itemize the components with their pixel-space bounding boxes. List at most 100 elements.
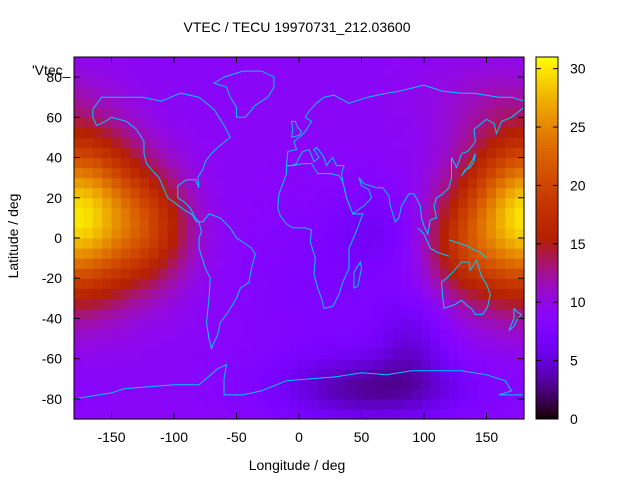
heat-cell (149, 207, 159, 219)
heat-cell (486, 137, 497, 149)
heat-cell (345, 408, 356, 420)
colorbar-step (536, 241, 558, 245)
heat-cell (495, 398, 506, 410)
heat-cell (364, 137, 375, 149)
heat-cell (449, 167, 459, 179)
heat-cell (299, 358, 309, 370)
heat-cell (327, 248, 338, 259)
colorbar-step (536, 174, 558, 179)
heat-cell (449, 227, 459, 239)
heat-cell (308, 57, 319, 68)
heat-cell (233, 318, 244, 330)
heat-cell (327, 408, 338, 420)
heat-cell (411, 187, 422, 199)
heat-cell (214, 298, 225, 309)
heat-cell (224, 268, 234, 279)
heat-cell (374, 298, 384, 309)
heat-cell (83, 97, 94, 108)
heat-cell (317, 278, 328, 289)
colorbar-step (536, 114, 558, 118)
heat-cell (505, 87, 516, 98)
heat-cell (83, 147, 94, 159)
heat-cell (224, 238, 234, 249)
heat-cell (83, 177, 94, 189)
heat-cell (270, 358, 281, 370)
heat-cell (158, 127, 169, 139)
heat-cell (449, 368, 459, 380)
heat-cell (195, 348, 206, 360)
heat-cell (486, 147, 497, 159)
heat-cell (242, 197, 253, 209)
heat-cell (83, 248, 94, 259)
heat-cell (420, 207, 431, 219)
colorbar-step (536, 81, 558, 85)
heat-cell (74, 107, 84, 118)
heat-cell (327, 177, 338, 189)
heat-cell (252, 127, 263, 139)
heat-cell (74, 97, 84, 108)
heat-cell (364, 368, 375, 380)
heat-cell (224, 278, 234, 289)
heat-cell (477, 147, 488, 159)
heat-cell (214, 137, 225, 149)
heat-cell (383, 328, 394, 340)
heat-cell (486, 358, 497, 370)
heat-cell (214, 207, 225, 219)
heat-cell (158, 348, 169, 360)
heat-cell (195, 288, 206, 299)
heat-cell (83, 368, 94, 380)
heat-cell (458, 67, 469, 78)
heat-cell (139, 57, 150, 68)
heat-cell (205, 107, 216, 118)
heat-cell (467, 57, 478, 68)
heat-cell (74, 57, 84, 68)
heat-cell (139, 268, 150, 279)
heat-cell (392, 318, 403, 330)
heat-cell (233, 87, 244, 98)
heat-cell (514, 278, 525, 289)
heat-cell (374, 288, 384, 299)
heat-cell (111, 278, 122, 289)
heat-cell (83, 57, 94, 68)
heat-cell (289, 318, 300, 330)
heat-cell (149, 298, 159, 309)
heat-cell (345, 318, 356, 330)
heat-cell (195, 388, 206, 400)
heat-cell (149, 87, 159, 98)
heat-cell (355, 107, 366, 118)
heat-cell (317, 398, 328, 410)
colorbar-step (536, 99, 558, 103)
heat-cell (252, 207, 263, 219)
colorbar-step (536, 234, 558, 239)
heat-cell (439, 258, 450, 269)
heat-cell (261, 197, 272, 209)
heat-cell (458, 348, 469, 360)
heat-cell (261, 278, 272, 289)
heat-cell (186, 137, 197, 149)
heat-cell (505, 318, 516, 330)
heat-cell (74, 328, 84, 340)
heat-cell (467, 298, 478, 309)
colorbar-step (536, 225, 558, 230)
heat-cell (420, 217, 431, 229)
heat-cell (177, 147, 188, 159)
heat-cell (374, 77, 384, 88)
heat-cell (74, 258, 84, 269)
heat-cell (111, 358, 122, 370)
heat-cell (214, 157, 225, 169)
heat-cell (149, 67, 159, 78)
heat-cell (83, 77, 94, 88)
heat-cell (224, 157, 234, 169)
heat-cell (186, 107, 197, 118)
heat-cell (252, 147, 263, 159)
heat-cell (83, 207, 94, 219)
heat-cell (364, 248, 375, 259)
heat-cell (299, 217, 309, 229)
heat-cell (92, 57, 103, 68)
heat-cell (486, 378, 497, 390)
heat-cell (111, 398, 122, 410)
heat-cell (299, 248, 309, 259)
heat-cell (374, 258, 384, 269)
heat-cell (261, 268, 272, 279)
heat-cell (458, 227, 469, 239)
